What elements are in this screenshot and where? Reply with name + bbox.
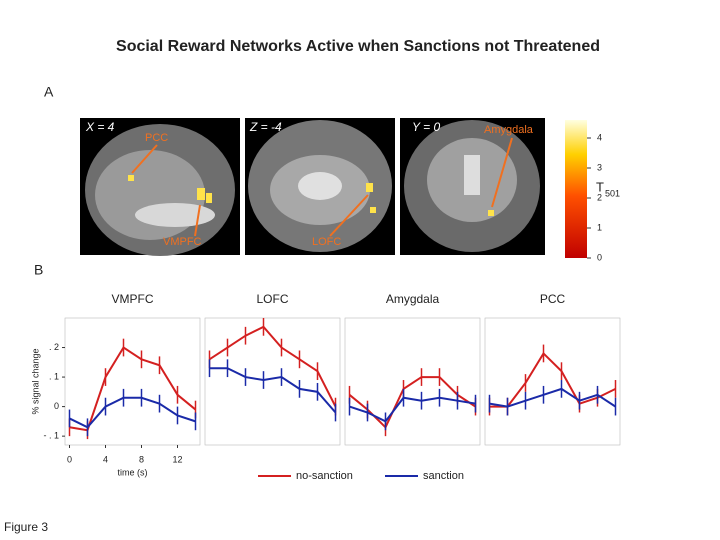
slice-coordinate: Z = -4 — [249, 120, 282, 134]
colorbar-label: T — [596, 179, 604, 194]
series-line — [489, 387, 617, 408]
series-line — [69, 346, 197, 432]
series-line — [349, 396, 476, 423]
slice-coordinate: Y = 0 — [412, 120, 440, 134]
plot-frame — [204, 317, 341, 446]
colorbar-tick-label: 1 — [597, 222, 602, 232]
series-line — [208, 325, 337, 408]
slice-coordinate: X = 4 — [85, 120, 115, 134]
legend-label: no-sanction — [296, 470, 353, 482]
series-line — [489, 351, 616, 408]
plot-frame — [484, 317, 621, 446]
chart-title: PCC — [540, 292, 566, 306]
colorbar — [565, 120, 587, 258]
region-label: VMPFC — [163, 236, 202, 248]
colorbar-tick-label: 3 — [597, 162, 602, 172]
region-label: LOFC — [312, 236, 341, 248]
brain-images — [80, 118, 545, 256]
x-tick-label: 4 — [103, 454, 108, 464]
chart-title: Amygdala — [386, 292, 440, 306]
x-tick-label: 8 — [139, 454, 144, 464]
x-axis-label: time (s) — [118, 467, 148, 477]
series-line — [348, 376, 477, 429]
y-tick-label: . 2 — [49, 342, 59, 352]
plot-frame — [64, 317, 201, 446]
series-line — [209, 367, 337, 414]
plot-frame — [344, 317, 481, 446]
panel-label: A — [44, 84, 54, 100]
chart-title: VMPFC — [112, 292, 154, 306]
chart-title: LOFC — [256, 292, 288, 306]
colorbar-tick-label: 4 — [597, 132, 602, 142]
x-tick-label: 12 — [172, 454, 182, 464]
colorbar-tick-label: 2 — [597, 192, 602, 202]
colorbar-subscript: 501 — [605, 188, 620, 198]
title: Social Reward Networks Active when Sanct… — [116, 38, 600, 55]
series-line — [69, 396, 196, 429]
y-axis-label: % signal change — [30, 348, 40, 414]
colorbar-tick-label: 0 — [597, 252, 602, 262]
figure-label: Figure 3 — [4, 520, 48, 534]
x-tick-label: 0 — [67, 454, 72, 464]
y-tick-label: 0 — [54, 401, 59, 411]
y-tick-label: - . 1 — [43, 431, 59, 441]
y-tick-label: . 1 — [49, 371, 59, 381]
panel-label: B — [34, 262, 43, 278]
region-label: PCC — [145, 132, 168, 144]
region-label: Amygdala — [484, 124, 534, 136]
legend-label: sanction — [423, 470, 464, 482]
